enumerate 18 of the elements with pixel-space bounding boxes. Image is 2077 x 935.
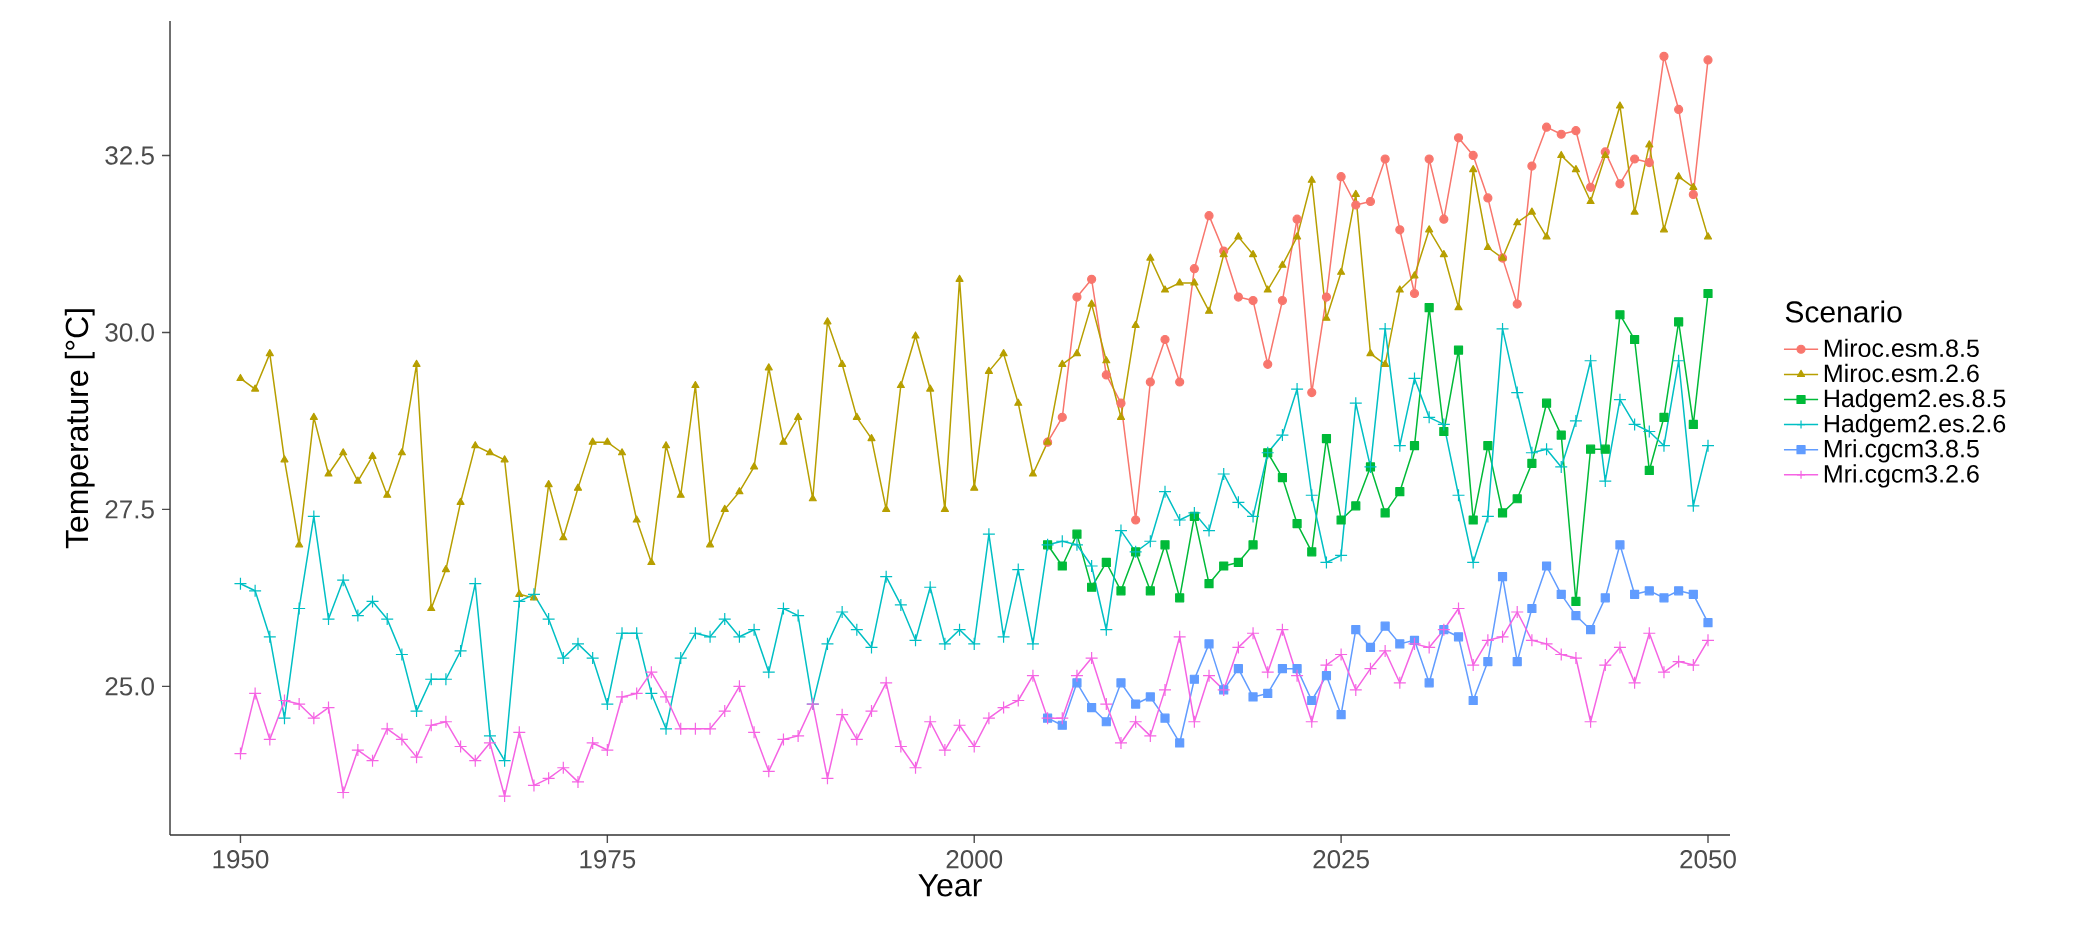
legend-label: Hadgem2.es.2.6 [1824,414,2006,438]
y-tick-label: 32.5 [105,146,154,165]
y-tick-label: 25.0 [105,677,154,696]
x-tick-label: 2025 [1313,850,1369,869]
x-tick-label: 2000 [946,850,1003,869]
x-tick-label: 1975 [580,850,636,869]
y-axis-title: Temperature [°C] [64,309,95,549]
y-tick-label: 30.0 [105,323,154,342]
legend-label: Miroc.esm.2.6 [1824,363,1979,383]
x-tick-label: 1950 [213,850,269,869]
legend-label: Miroc.esm.8.5 [1824,338,1979,358]
y-tick-label: 27.5 [105,500,154,519]
legend-label: Mri.cgcm3.8.5 [1824,439,1979,463]
legend-label: Hadgem2.es.8.5 [1824,388,2006,413]
legend-label: Mri.cgcm3.2.6 [1824,464,1979,488]
legend-title: Scenario [1785,300,1902,323]
x-axis-title: Year [918,874,982,897]
x-tick-label: 2050 [1680,850,1736,869]
